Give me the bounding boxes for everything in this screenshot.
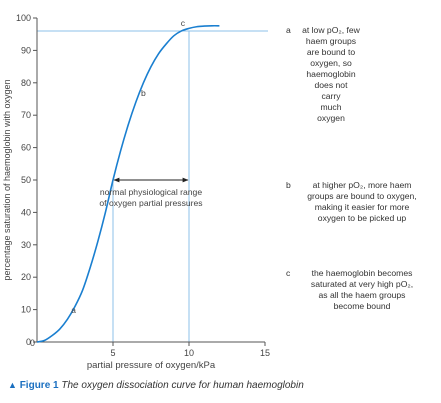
curve-annotation-c: c <box>181 18 186 28</box>
note-b-line: at higher pO₂, more haem <box>312 180 412 190</box>
x-tick-label: 10 <box>184 348 194 358</box>
note-a-label: a <box>286 25 291 35</box>
note-c-label: c <box>286 268 291 278</box>
x-axis-title: partial pressure of oxygen/kPa <box>87 360 216 371</box>
y-tick-label: 40 <box>21 207 31 217</box>
caption-label: Figure 1 <box>19 380 59 391</box>
y-tick-label: 30 <box>21 240 31 250</box>
note-b-line: oxygen to be picked up <box>317 213 407 223</box>
figure-caption: ▲ Figure 1 The oxygen dissociation curve… <box>8 380 304 391</box>
note-a-line: haemoglobin <box>306 69 356 79</box>
note-c-text: the haemoglobin becomes saturated at ver… <box>296 268 428 312</box>
note-a-line: does not <box>314 80 348 90</box>
note-a-line: haem groups <box>305 36 357 46</box>
note-a-line: oxygen <box>317 113 345 123</box>
note-a-line: are bound to <box>306 47 356 57</box>
note-b-line: groups are bound to oxygen, <box>307 191 417 201</box>
note-b-label: b <box>286 180 291 190</box>
note-b-text: at higher pO₂, more haem groups are boun… <box>296 180 428 224</box>
y-tick-label: 70 <box>21 110 31 120</box>
note-c-line: the haemoglobin becomes <box>311 268 413 278</box>
note-c-line: as all the haem groups <box>318 290 406 300</box>
y-tick-label: 80 <box>21 78 31 88</box>
y-tick-label: 50 <box>21 175 31 185</box>
curve-annotation-a: a <box>71 305 76 315</box>
note-c-line: become bound <box>333 301 391 311</box>
x-tick-label-origin: 0 <box>30 338 35 348</box>
note-a-line: at low pO₂, few <box>302 25 360 35</box>
y-tick-label: 0 <box>26 337 31 347</box>
note-a-text: at low pO₂, few haem groups are bound to… <box>296 25 366 124</box>
x-tick-label: 15 <box>260 348 270 358</box>
note-b-line: making it easier for more <box>314 202 410 212</box>
caption-triangle-icon: ▲ <box>8 380 17 390</box>
note-c-line: saturated at very high pO₂, <box>310 279 414 289</box>
y-tick-label: 100 <box>16 13 31 23</box>
note-a-line: oxygen, so <box>310 58 352 68</box>
y-tick-label: 20 <box>21 272 31 282</box>
range-arrow-label: of oxygen partial pressures <box>99 198 202 208</box>
y-axis-title: percentage saturation of haemoglobin wit… <box>2 79 12 280</box>
y-tick-label: 60 <box>21 143 31 153</box>
note-a-line: carry <box>321 91 341 101</box>
y-tick-label: 10 <box>21 305 31 315</box>
curve-annotation-b: b <box>141 88 146 98</box>
y-tick-label: 90 <box>21 45 31 55</box>
range-arrow-label: normal physiological range <box>100 187 202 197</box>
dissociation-curve <box>36 24 220 343</box>
note-a-line: much <box>320 102 342 112</box>
x-tick-label: 5 <box>110 348 115 358</box>
caption-text: The oxygen dissociation curve for human … <box>61 380 304 391</box>
